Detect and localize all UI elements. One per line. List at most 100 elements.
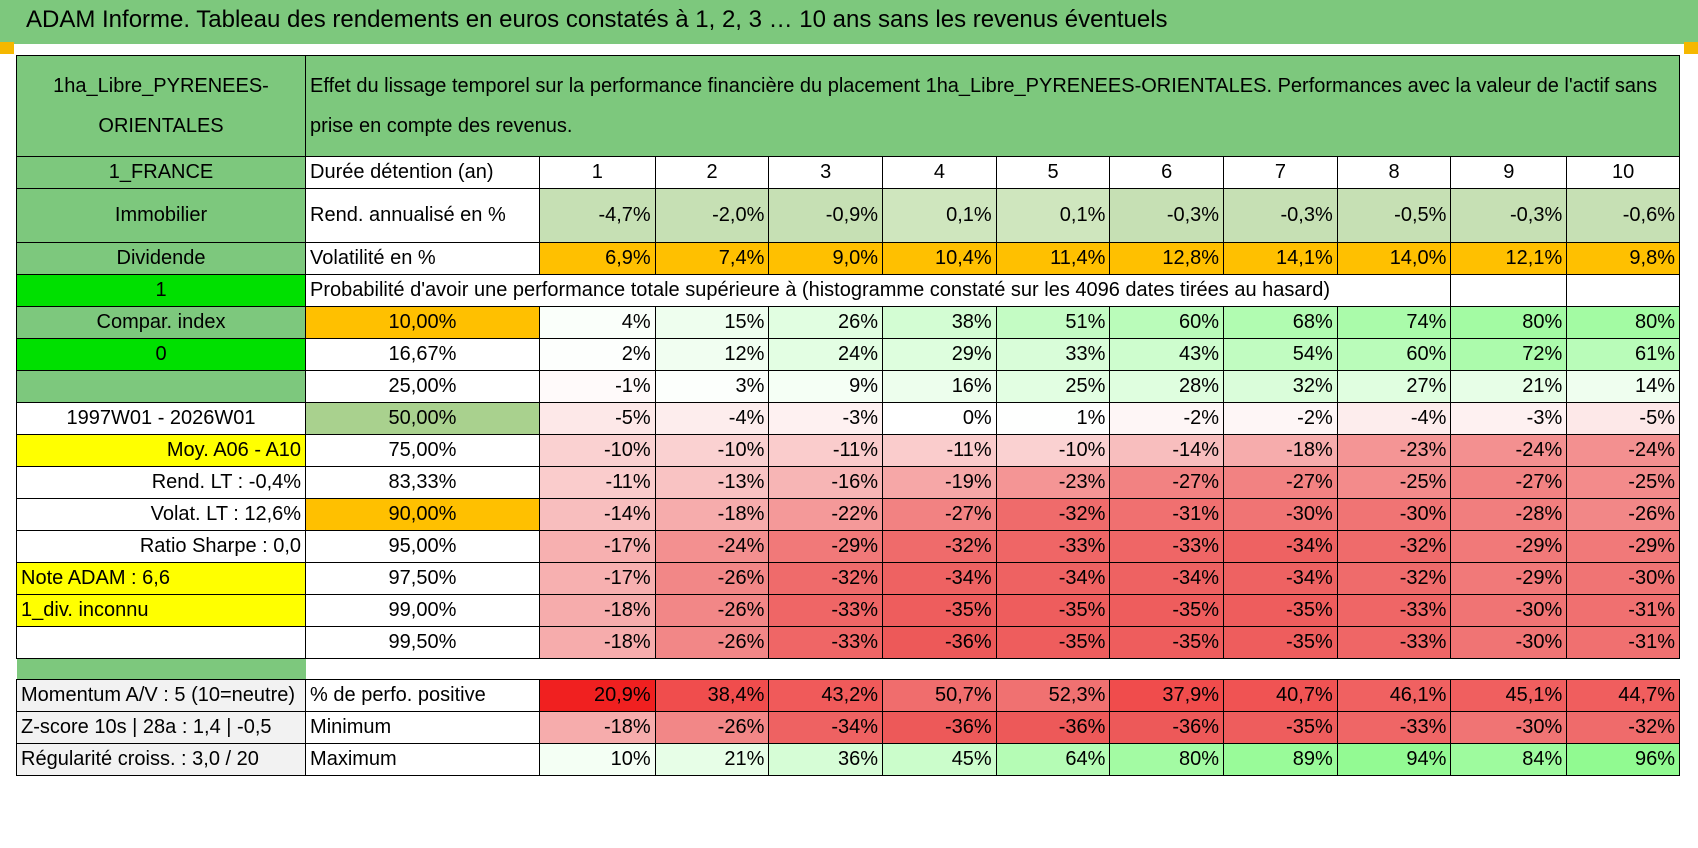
max-cell: 45% xyxy=(882,743,997,776)
quantile-cell: -29% xyxy=(1566,530,1680,563)
quantile-cell: -25% xyxy=(1566,466,1680,499)
quantile-cell: -34% xyxy=(995,562,1111,595)
quantile-cell: -31% xyxy=(1566,594,1680,627)
quantile-cell: 54% xyxy=(1223,338,1338,371)
category: Immobilier xyxy=(15,188,307,243)
quantile-cell: -32% xyxy=(1336,562,1452,595)
year-header-1: 1 xyxy=(538,156,656,189)
min-cell: -36% xyxy=(1109,711,1225,744)
quantile-cell: -35% xyxy=(882,594,997,627)
min-cell: -36% xyxy=(995,711,1111,744)
quantile-cell: 16% xyxy=(882,370,997,403)
ratio-sharpe: Ratio Sharpe : 0,0 xyxy=(15,530,307,563)
quantile-cell: -35% xyxy=(995,626,1111,659)
quantile-threshold: 97,50% xyxy=(305,562,540,595)
quantile-cell: 68% xyxy=(1223,306,1338,339)
vol-cell: 7,4% xyxy=(654,242,770,275)
pos-label: % de perfo. positive xyxy=(305,679,540,712)
quantile-threshold: 99,50% xyxy=(305,626,540,659)
quantile-cell: -34% xyxy=(1223,562,1338,595)
min-cell: -35% xyxy=(1223,711,1338,744)
quantile-cell: -27% xyxy=(1109,466,1225,499)
quantile-cell: -33% xyxy=(995,530,1111,563)
volat-lt: Volat. LT : 12,6% xyxy=(15,498,307,531)
quantile-cell: -26% xyxy=(654,626,770,659)
quantile-cell: 0% xyxy=(882,402,997,435)
type: Dividende xyxy=(15,242,307,275)
flag-one: 1 xyxy=(15,274,307,307)
quantile-cell: -4% xyxy=(1336,402,1452,435)
gap-row xyxy=(16,658,1680,680)
quantile-cell: 4% xyxy=(538,306,656,339)
vol-cell: 14,0% xyxy=(1336,242,1452,275)
min-row: Z-score 10s | 28a : 1,4 | -0,5 Minimum -18… xyxy=(15,711,1680,744)
prob-row: 1 Probabilité d'avoir une performance to… xyxy=(15,274,1680,307)
vol-cell: 9,8% xyxy=(1566,242,1680,275)
quantile-cell: -31% xyxy=(1109,498,1225,531)
quantile-row: Ratio Sharpe : 0,0 95,00% -17% -24% -29% -32%… xyxy=(15,530,1680,563)
quantile-cell: -10% xyxy=(538,434,656,467)
z-score: Z-score 10s | 28a : 1,4 | -0,5 xyxy=(15,711,307,744)
div-inconnu: 1_div. inconnu xyxy=(15,594,307,627)
moy-label: Moy. A06 - A10 xyxy=(15,434,307,467)
prob-empty-10 xyxy=(1566,274,1680,307)
header-row: 1ha_Libre_PYRENEES-ORIENTALES Effet du l… xyxy=(15,55,1680,157)
quantile-cell: -18% xyxy=(654,498,770,531)
max-cell: 64% xyxy=(995,743,1111,776)
max-cell: 10% xyxy=(538,743,656,776)
max-cell: 89% xyxy=(1223,743,1338,776)
empty-left xyxy=(15,626,307,659)
quantile-cell: 32% xyxy=(1223,370,1338,403)
quantile-cell: -16% xyxy=(768,466,884,499)
rend-cell: -0,6% xyxy=(1566,188,1680,243)
rend-cell: -2,0% xyxy=(654,188,770,243)
pos-cell: 38,4% xyxy=(654,679,770,712)
pos-cell: 46,1% xyxy=(1336,679,1452,712)
rend-cell: -4,7% xyxy=(538,188,656,243)
vol-cell: 10,4% xyxy=(882,242,997,275)
quantile-threshold: 25,00% xyxy=(305,370,540,403)
quantile-cell: -18% xyxy=(538,594,656,627)
quantile-cell: -27% xyxy=(882,498,997,531)
quantile-cell: -5% xyxy=(538,402,656,435)
empty-green xyxy=(15,370,307,403)
pos-cell: 43,2% xyxy=(768,679,884,712)
corner-marker-left xyxy=(0,42,14,54)
quantile-cell: -28% xyxy=(1450,498,1568,531)
quantile-cell: -24% xyxy=(1566,434,1680,467)
flag-zero: 0 xyxy=(15,338,307,371)
quantile-cell: -35% xyxy=(1109,626,1225,659)
max-cell: 96% xyxy=(1566,743,1680,776)
quantile-cell: 29% xyxy=(882,338,997,371)
year-header-10: 10 xyxy=(1566,156,1680,189)
quantile-cell: 9% xyxy=(768,370,884,403)
quantile-cell: -35% xyxy=(1223,626,1338,659)
vol-cell: 12,8% xyxy=(1109,242,1225,275)
quantile-cell: -36% xyxy=(882,626,997,659)
year-header-9: 9 xyxy=(1450,156,1568,189)
quantile-cell: -18% xyxy=(1223,434,1338,467)
quantile-cell: -24% xyxy=(1450,434,1568,467)
quantile-cell: -30% xyxy=(1566,562,1680,595)
quantile-cell: 51% xyxy=(995,306,1111,339)
performance-table: 1ha_Libre_PYRENEES-ORIENTALES Effet du l… xyxy=(15,55,1680,776)
rend-cell: 0,1% xyxy=(882,188,997,243)
quantile-cell: -32% xyxy=(995,498,1111,531)
quantile-cell: -10% xyxy=(654,434,770,467)
quantile-cell: 15% xyxy=(654,306,770,339)
quantile-cell: -35% xyxy=(1109,594,1225,627)
quantile-cell: -23% xyxy=(1336,434,1452,467)
quantile-threshold: 90,00% xyxy=(305,498,540,531)
rend-cell: -0,3% xyxy=(1109,188,1225,243)
rend-cell: 0,1% xyxy=(995,188,1111,243)
quantile-cell: -26% xyxy=(654,562,770,595)
quantile-cell: -18% xyxy=(538,626,656,659)
quantile-cell: 12% xyxy=(654,338,770,371)
max-cell: 80% xyxy=(1109,743,1225,776)
max-cell: 94% xyxy=(1336,743,1452,776)
year-header-6: 6 xyxy=(1109,156,1225,189)
rend-cell: -0,3% xyxy=(1223,188,1338,243)
quantile-row: Moy. A06 - A10 75,00% -10% -10% -11% -11% -10%… xyxy=(15,434,1680,467)
quantile-row: 1_div. inconnu 99,00% -18% -26% -33% -35% -35%… xyxy=(15,594,1680,627)
